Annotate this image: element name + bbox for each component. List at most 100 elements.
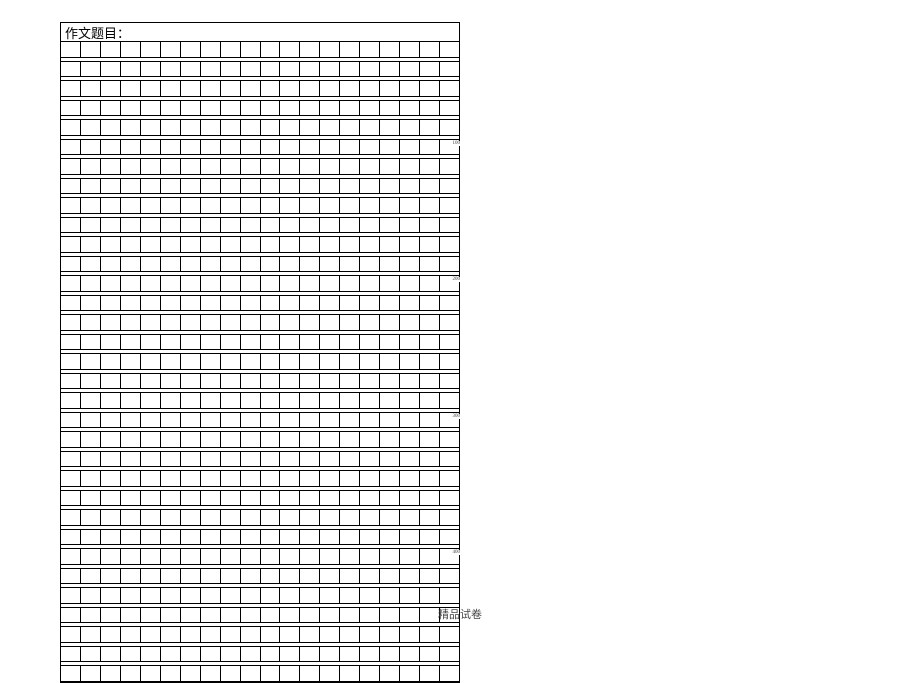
grid-cell [220,452,240,467]
grid-cell [359,120,379,135]
grid-cell [279,647,299,662]
grid-cell [439,491,459,506]
grid-cell [279,354,299,369]
grid-cell [339,627,359,642]
grid-cell [399,237,419,252]
grid-cell [240,666,260,681]
grid-cell [160,354,180,369]
grid-cell [220,354,240,369]
grid-cell [319,393,339,408]
grid-cell [120,296,140,311]
composition-grid-sheet: 作文题目： 100200300400 [60,22,460,683]
grid-cell [439,120,459,135]
grid-cell [61,42,80,57]
grid-cell [299,101,319,116]
grid-cell [299,393,319,408]
grid-cell [339,62,359,77]
grid-cell [100,140,120,155]
grid-cell [180,140,200,155]
grid-cell [61,588,80,603]
grid-cell [120,120,140,135]
grid-cell [339,354,359,369]
grid-cell [359,530,379,545]
footer-text: 精品试卷 [0,606,920,622]
grid-cell [80,179,100,194]
grid-cell [240,159,260,174]
grid-cell [180,198,200,213]
grid-row [61,393,459,409]
grid-cell [180,588,200,603]
grid-cell [399,354,419,369]
grid-cell [220,647,240,662]
grid-cell [399,432,419,447]
grid-cell [399,393,419,408]
grid-cell [180,257,200,272]
grid-cell [319,120,339,135]
grid-row [61,452,459,468]
grid-cell [220,471,240,486]
grid-cell [160,374,180,389]
grid-row [61,510,459,526]
grid-cell [240,62,260,77]
grid-cell [180,530,200,545]
grid-cell [279,549,299,564]
grid-cell [419,159,439,174]
grid-cell [200,257,220,272]
grid-cell [359,432,379,447]
grid-cell [160,159,180,174]
grid-cell [61,452,80,467]
grid-cell [80,491,100,506]
grid-cell [200,159,220,174]
grid-cell [200,198,220,213]
grid-cell [160,627,180,642]
grid-cell [419,198,439,213]
grid-cell [339,491,359,506]
grid-cell [220,569,240,584]
grid-cell [80,666,100,681]
grid-cell [260,588,280,603]
grid-cell [379,198,399,213]
grid-cell [100,179,120,194]
grid-cell [240,491,260,506]
grid-row [61,159,459,175]
grid-cell [260,198,280,213]
grid-cell [299,374,319,389]
grid-cell [379,432,399,447]
grid-cell [419,393,439,408]
grid-cell [379,569,399,584]
grid-cell [200,413,220,428]
grid-cell [319,140,339,155]
grid-cell [140,374,160,389]
grid-cell [299,120,319,135]
grid-cell [120,42,140,57]
grid-row [61,354,459,370]
grid-cell [439,510,459,525]
grid-cell [80,276,100,291]
grid-cell [240,393,260,408]
grid-cell [140,413,160,428]
grid-row [61,198,459,214]
grid-cell [220,315,240,330]
grid-cell [180,62,200,77]
grid-cell [439,42,459,57]
grid-cell [80,452,100,467]
grid-cell [279,393,299,408]
grid-cell [220,374,240,389]
grid-cell [419,140,439,155]
grid-row [61,179,459,195]
grid-cell [260,393,280,408]
grid-row [61,218,459,234]
grid-cell [100,374,120,389]
grid-cell [180,393,200,408]
grid-cell [180,354,200,369]
grid-cell [120,588,140,603]
grid-cell [279,296,299,311]
grid-cell [220,530,240,545]
grid-cell [439,159,459,174]
grid-cell [140,627,160,642]
grid-cell [379,491,399,506]
grid-cell [180,510,200,525]
grid-cell [240,315,260,330]
grid-cell [319,569,339,584]
grid-cell [160,140,180,155]
